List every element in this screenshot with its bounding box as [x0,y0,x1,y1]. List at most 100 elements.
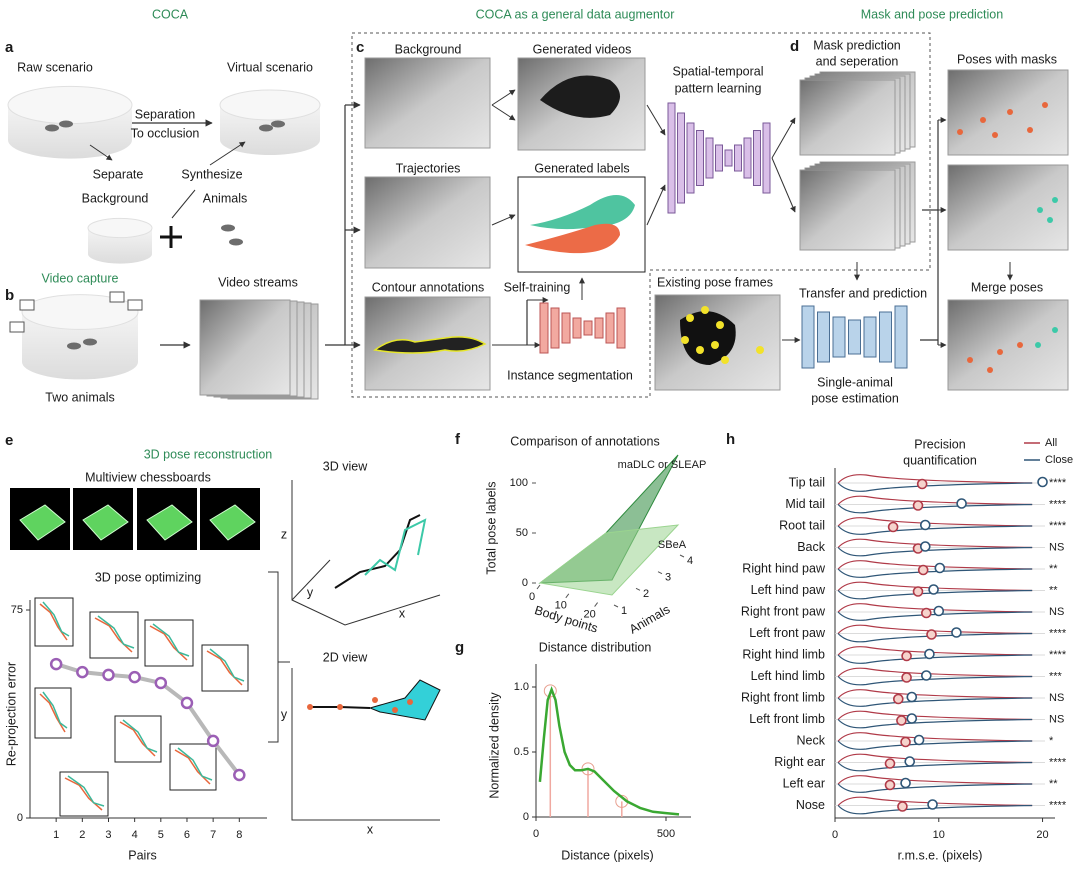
keypoint [756,346,764,354]
violin [837,654,1033,664]
label: 20 [583,609,595,621]
label: Back [797,540,826,554]
label: Right ear [774,755,825,769]
label: Background [82,191,149,205]
peak-marker [543,684,557,698]
label: Contour annotations [372,280,485,294]
label: Right front paw [741,604,826,618]
mouse-icon [221,224,235,232]
label: z [281,527,287,541]
label: Tip tail [789,475,825,489]
mouse-icon [45,124,59,132]
label: Spatial-temporal [672,64,763,78]
violin [837,474,1033,484]
label: SBeA [658,539,687,551]
mean-marker [893,693,904,705]
keypoint [1017,342,1023,348]
keypoint [392,707,398,713]
label: Distance distribution [539,640,652,654]
connector [771,117,796,159]
video-frame [799,169,896,251]
camera [19,299,35,311]
keypoint [716,321,724,329]
label: h [726,431,735,448]
image [947,164,1069,251]
mean-marker [896,715,907,726]
keypoint [997,349,1003,355]
label: 75 [11,604,23,616]
mean-marker [912,586,924,597]
label: * [1049,735,1054,747]
violin [837,624,1033,635]
violin [837,495,1033,506]
label: 8 [236,829,242,841]
mean-marker [901,672,912,683]
mean-marker [933,605,945,617]
label: Video streams [218,275,298,289]
mouse-icon [259,124,273,132]
violin [837,675,1033,686]
mean-marker [906,713,918,724]
mean-marker [921,607,932,619]
keypoint [1047,217,1053,223]
label: Separate [93,167,144,181]
label: Separation [135,107,196,121]
violin [837,538,1033,549]
mean-marker [884,779,896,791]
network-layer [848,319,861,355]
keypoint [711,341,719,349]
connector [209,141,246,166]
data-point [233,768,246,782]
box3d [291,480,441,626]
label: g [455,639,464,656]
label: Left hind limb [751,669,825,683]
label: 3D pose optimizing [95,570,201,584]
image [947,299,1069,391]
mean-marker [917,564,929,576]
violin [837,517,1033,527]
violin [837,796,1033,807]
label: d [790,38,799,55]
mean-marker [934,562,946,574]
keypoint [701,306,709,314]
label: 0 [832,829,838,841]
mouse-icon [67,342,81,350]
pose-trace [64,777,103,811]
label: 1 [621,605,627,617]
label: COCA [152,7,189,21]
label: pose estimation [811,391,899,405]
label: Existing pose frames [657,275,773,289]
label-mask [525,223,620,254]
label: Multiview chessboards [85,470,211,484]
label: y [307,585,314,599]
network-layer [832,316,846,358]
label: 4 [687,555,693,567]
network-layer [572,317,582,339]
keypoint [686,314,694,322]
label: Distance (pixels) [561,848,653,862]
label: Left hind paw [751,583,826,597]
pose-trace [42,601,70,637]
camera [127,299,143,311]
label: Background [395,42,462,56]
keypoint [987,367,993,373]
connector [491,214,516,226]
label: Normalized density [487,692,501,799]
mouse-icon [83,338,97,346]
label: 50 [516,527,528,539]
mean-marker [901,650,912,662]
mean-marker [928,584,939,595]
label: ** [1049,778,1058,790]
violin [837,775,1033,785]
label: Right hind limb [742,647,825,661]
label: 100 [510,477,528,489]
label: Video capture [42,271,119,285]
keypoint [1007,109,1013,115]
label: pattern learning [675,81,762,95]
pose-trace [209,648,245,682]
checker [146,504,193,541]
violin [837,611,1033,621]
pose-trace [174,749,211,785]
mouse-icon [59,120,73,128]
connector [771,157,796,213]
